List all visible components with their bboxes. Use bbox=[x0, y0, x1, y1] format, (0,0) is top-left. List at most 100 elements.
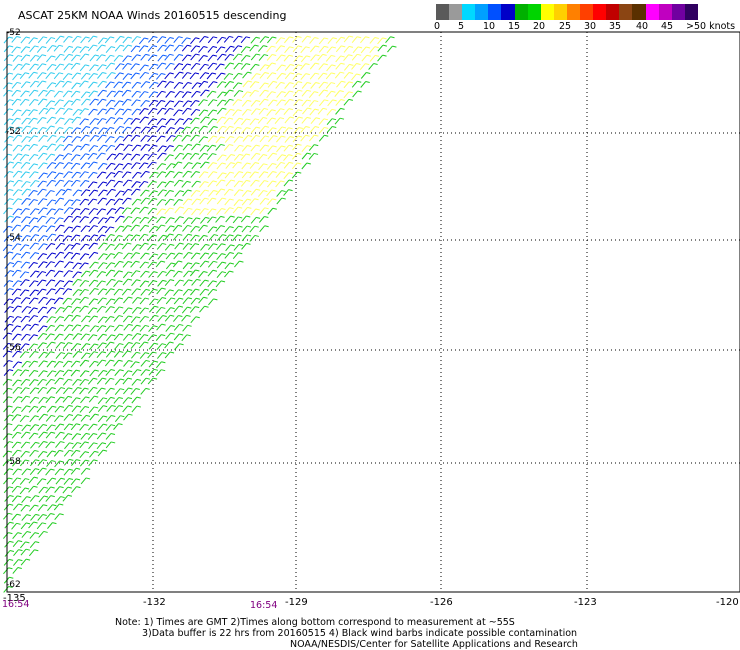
wind-barb bbox=[12, 459, 22, 467]
wind-barb bbox=[148, 368, 159, 376]
wind-barb bbox=[207, 226, 218, 234]
wind-barb bbox=[46, 233, 57, 241]
wind-barb bbox=[199, 197, 209, 205]
wind-barb bbox=[38, 360, 48, 368]
wind-barb bbox=[29, 449, 39, 457]
wind-barb bbox=[223, 73, 234, 80]
legend-swatch bbox=[488, 4, 502, 20]
wind-barb bbox=[224, 262, 234, 270]
wind-barb bbox=[105, 414, 116, 422]
wind-barb bbox=[87, 334, 98, 342]
wind-barb bbox=[216, 243, 226, 251]
wind-barb bbox=[106, 72, 116, 79]
wind-barb bbox=[53, 503, 64, 511]
wind-barb bbox=[105, 424, 116, 432]
wind-barb bbox=[11, 414, 22, 421]
wind-barb bbox=[241, 91, 252, 99]
wind-barb bbox=[97, 405, 108, 412]
wind-barb bbox=[113, 333, 124, 341]
wind-barb bbox=[113, 405, 123, 412]
wind-barb bbox=[266, 91, 276, 99]
wind-barb bbox=[232, 82, 243, 90]
wind-barb bbox=[79, 280, 90, 287]
wind-barb bbox=[351, 36, 362, 44]
wind-barb bbox=[224, 98, 234, 106]
wind-barb bbox=[217, 91, 227, 99]
wind-barb bbox=[267, 180, 277, 188]
wind-barb bbox=[130, 153, 141, 161]
wind-barb bbox=[208, 298, 218, 306]
wind-barb bbox=[267, 127, 277, 135]
wind-barb bbox=[190, 171, 200, 178]
wind-barb bbox=[11, 253, 21, 260]
wind-barb bbox=[79, 451, 90, 458]
wind-barb bbox=[11, 297, 21, 304]
wind-barb bbox=[223, 117, 234, 125]
wind-barb bbox=[155, 369, 166, 377]
legend-swatch bbox=[671, 4, 685, 20]
wind-barb bbox=[113, 90, 124, 98]
wind-barb bbox=[104, 136, 115, 143]
wind-barb bbox=[80, 189, 91, 197]
wind-barb bbox=[72, 109, 83, 116]
wind-barb bbox=[240, 179, 251, 187]
wind-barb bbox=[87, 433, 98, 440]
wind-barb bbox=[123, 234, 134, 242]
wind-barb bbox=[54, 377, 64, 385]
wind-barb bbox=[215, 63, 225, 71]
wind-barb bbox=[45, 261, 55, 269]
wind-barb bbox=[71, 298, 81, 306]
wind-barb bbox=[173, 63, 184, 70]
wind-barb bbox=[37, 378, 47, 386]
wind-barb bbox=[148, 342, 159, 350]
wind-barb bbox=[80, 477, 91, 485]
wind-barb bbox=[216, 253, 226, 260]
wind-barb bbox=[131, 279, 141, 287]
wind-barb bbox=[139, 324, 150, 332]
wind-barb bbox=[64, 261, 74, 269]
wind-barb bbox=[113, 180, 123, 188]
wind-barb bbox=[148, 144, 158, 152]
wind-barb bbox=[54, 468, 65, 476]
wind-barb bbox=[216, 81, 227, 89]
wind-barb bbox=[71, 306, 81, 314]
wind-barb bbox=[104, 316, 115, 323]
wind-barb bbox=[156, 125, 166, 133]
wind-barb bbox=[21, 531, 31, 538]
wind-barb bbox=[89, 450, 99, 458]
wind-barb bbox=[164, 289, 174, 297]
wind-barb bbox=[164, 341, 174, 349]
wind-barb bbox=[20, 548, 31, 556]
wind-barb bbox=[45, 72, 55, 79]
wind-barb bbox=[131, 36, 141, 43]
wind-barb bbox=[165, 91, 175, 98]
wind-barb bbox=[198, 109, 209, 117]
wind-barb bbox=[106, 405, 116, 412]
wind-barb bbox=[157, 315, 167, 322]
wind-barb bbox=[71, 136, 81, 143]
wind-barb bbox=[377, 37, 387, 45]
wind-barb bbox=[207, 99, 218, 107]
wind-barb bbox=[190, 262, 200, 270]
wind-barb bbox=[114, 190, 125, 198]
wind-barb bbox=[55, 496, 65, 503]
wind-barb bbox=[198, 224, 208, 232]
wind-barb bbox=[293, 99, 303, 106]
wind-barb bbox=[165, 332, 175, 340]
wind-barb bbox=[97, 217, 108, 225]
wind-barb bbox=[199, 35, 209, 43]
wind-barb bbox=[276, 197, 286, 205]
wind-barb bbox=[55, 352, 66, 359]
wind-barb bbox=[198, 234, 208, 242]
wind-barb bbox=[148, 72, 159, 80]
wind-barb bbox=[113, 270, 123, 278]
wind-barb bbox=[28, 37, 38, 45]
wind-barb bbox=[309, 62, 320, 70]
wind-barb bbox=[156, 118, 167, 125]
wind-barb bbox=[300, 134, 310, 142]
wind-barb bbox=[71, 433, 81, 440]
wind-barb bbox=[37, 504, 48, 512]
wind-barb bbox=[88, 242, 98, 250]
wind-barb bbox=[62, 433, 73, 440]
wind-barb bbox=[334, 90, 344, 97]
